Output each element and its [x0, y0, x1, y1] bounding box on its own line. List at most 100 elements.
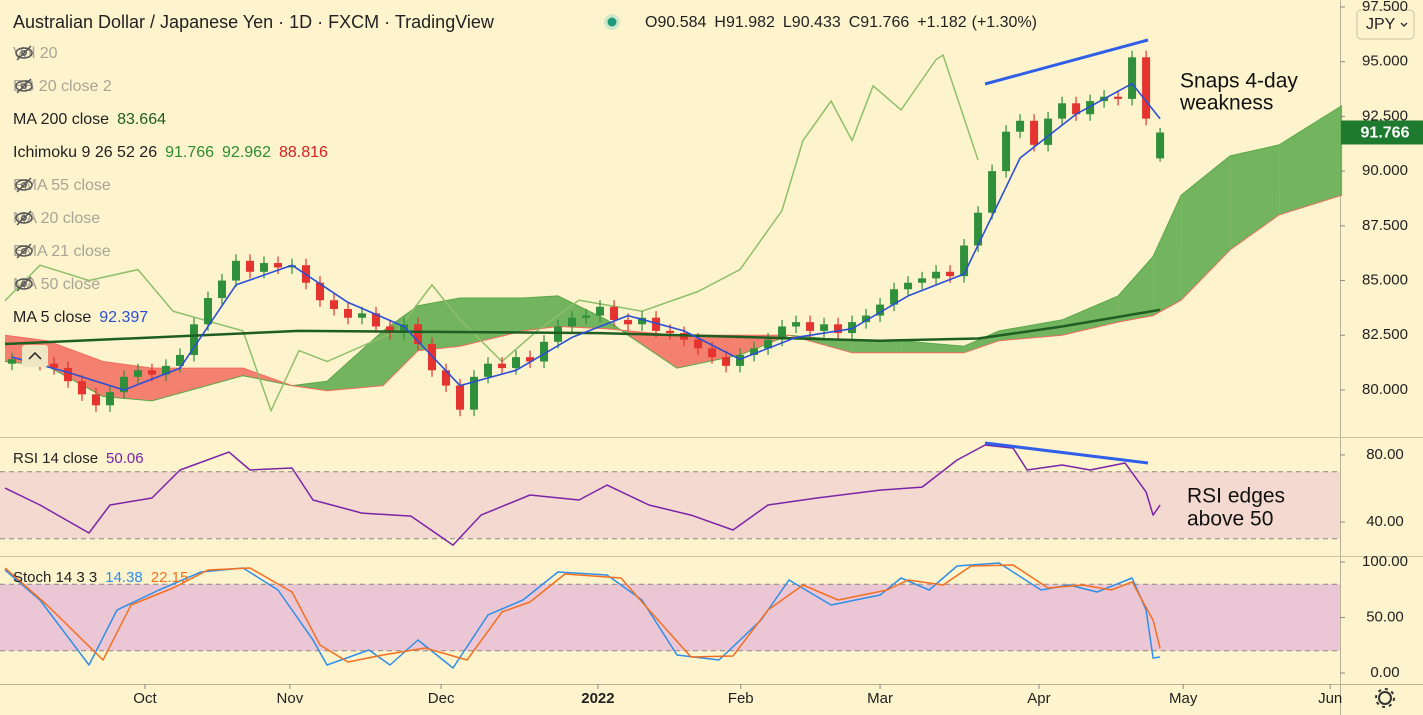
x-tick-label: Jun — [1318, 690, 1342, 707]
legend-value: 88.816 — [278, 144, 328, 161]
cloud-segment — [1153, 195, 1182, 316]
band — [0, 471, 1340, 539]
candle-body — [736, 354, 745, 366]
candle-body — [105, 392, 114, 406]
trend-line — [984, 38, 1149, 86]
legend-item: EMA 21 close — [13, 243, 119, 261]
legend-name: Stoch 14 3 3 — [13, 569, 98, 586]
candle-body — [932, 271, 941, 279]
legend-item: BB 20 close 2 — [13, 78, 120, 96]
candle-body — [904, 282, 913, 290]
legend-value: 14.38 — [105, 569, 143, 586]
price-tag-label: 91.766 — [1361, 125, 1410, 142]
candle-body — [7, 359, 16, 364]
legend-item: Ichimoku 9 26 52 26 91.766 92.962 88.816 — [13, 144, 336, 162]
cloud-segment — [1279, 105, 1343, 215]
indicator-line — [4, 564, 1161, 663]
candle-body — [1128, 57, 1137, 99]
candle-body — [498, 363, 507, 369]
candle-body — [834, 324, 843, 334]
plot — [0, 50, 1343, 669]
legend-name: MA 5 close — [13, 309, 92, 326]
candle-body — [147, 370, 156, 375]
candle-body — [848, 322, 857, 334]
candle-body — [414, 324, 423, 344]
y-tick-label: 90.000 — [1362, 162, 1408, 179]
indicator-line — [4, 444, 1161, 546]
hidden-icon[interactable] — [13, 210, 35, 226]
status-dot — [607, 17, 617, 27]
cloud-segment — [523, 295, 558, 331]
candle-body — [792, 322, 801, 327]
legend-value: 92.962 — [222, 144, 271, 161]
candle-body — [694, 339, 703, 349]
candle-body — [245, 260, 254, 272]
annotation: above 50 — [1187, 508, 1273, 531]
candle-body — [400, 324, 409, 334]
candle-body — [175, 354, 184, 366]
candle-body — [470, 376, 479, 410]
candle-body — [512, 357, 521, 369]
legend-value: 50.06 — [106, 450, 144, 467]
candle-body — [386, 326, 395, 334]
candle-body — [189, 324, 198, 355]
candle-body — [161, 365, 170, 375]
collapse-button[interactable] — [22, 345, 48, 367]
cloud-segment — [152, 368, 243, 401]
candle-body — [1002, 131, 1011, 172]
price-tag — [1341, 120, 1423, 145]
candle-body — [203, 298, 212, 325]
currency-button[interactable] — [1356, 9, 1415, 40]
candle-body — [358, 313, 367, 318]
annotation: RSI edges — [1187, 485, 1285, 508]
candle-body — [960, 245, 969, 277]
band — [0, 584, 1340, 651]
ohlc-value: 90.433 — [791, 14, 841, 31]
settings-icon[interactable] — [1375, 688, 1395, 708]
candle-body — [1016, 120, 1025, 132]
change: +1.182 — [917, 14, 967, 31]
ohlc-value: 91.982 — [725, 14, 775, 31]
currency-label: JPY — [1366, 16, 1396, 33]
legend-item: EMA 55 close — [13, 177, 119, 195]
legend-name: EMA 55 close — [13, 177, 111, 194]
candle-body — [316, 282, 325, 301]
candle-body — [217, 280, 226, 299]
annotation: weakness — [1179, 92, 1273, 115]
legend-name: EMA 21 close — [13, 243, 111, 260]
candle-body — [1086, 101, 1095, 115]
legend-item: RSI 14 close 50.06 — [13, 450, 152, 467]
ohlc-key: H — [714, 14, 726, 31]
y-tick-label: 50.00 — [1366, 608, 1404, 625]
candle-body — [708, 348, 717, 358]
y-tick-label: 80.00 — [1366, 446, 1404, 463]
candle-body — [484, 363, 493, 377]
y-tick-label: 95.000 — [1362, 53, 1408, 70]
legend-item: MA 5 close 92.397 — [13, 309, 156, 327]
candle-body — [750, 348, 759, 355]
y-tick-label: 82.500 — [1362, 326, 1408, 343]
candle-body — [1072, 103, 1081, 115]
collapse-icon — [28, 351, 42, 360]
hidden-icon[interactable] — [13, 45, 35, 61]
candle-body — [540, 341, 549, 362]
candle-body — [456, 385, 465, 410]
hidden-icon[interactable] — [13, 78, 35, 94]
hidden-icon[interactable] — [13, 177, 35, 193]
candle-body — [974, 212, 983, 246]
cloud-segment — [327, 330, 383, 391]
cloud-segment — [292, 381, 327, 391]
legend-name: Ichimoku 9 26 52 26 — [13, 144, 158, 161]
y-tick-label: 40.00 — [1366, 513, 1404, 530]
legend-item: Stoch 14 3 3 14.38 22.15 — [13, 569, 196, 586]
hidden-icon[interactable] — [13, 243, 35, 259]
candle-body — [526, 357, 535, 362]
candle-body — [876, 304, 885, 316]
x-tick-label: May — [1169, 690, 1198, 707]
hidden-icon[interactable] — [13, 276, 35, 292]
candle-body — [918, 278, 927, 283]
y-tick-label: 0.00 — [1370, 664, 1399, 681]
candle-body — [806, 322, 815, 331]
ohlc-value: 91.766 — [860, 14, 910, 31]
